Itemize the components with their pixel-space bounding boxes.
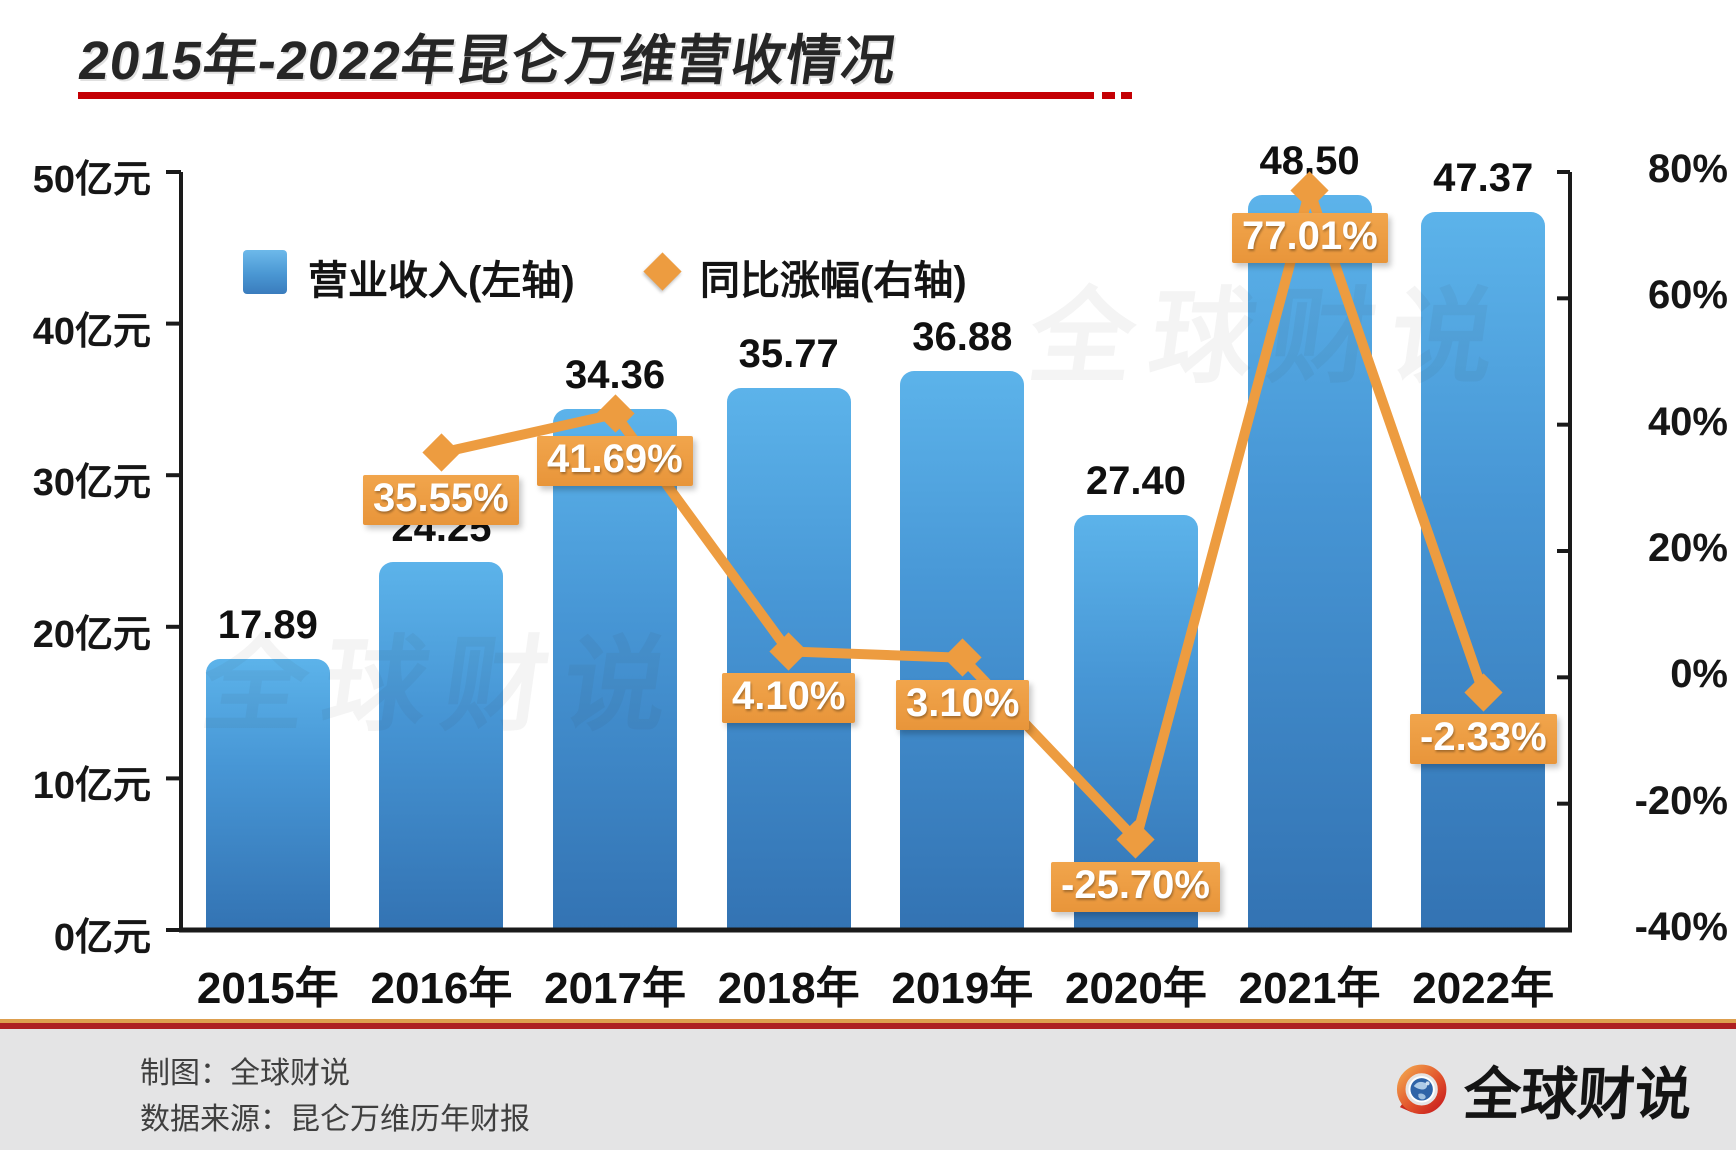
footer-accent-line-orange xyxy=(0,1019,1736,1023)
bar-2017年 xyxy=(553,409,678,930)
growth-badge-2019年: 3.10% xyxy=(896,679,1030,730)
growth-badge-2016年: 35.55% xyxy=(363,474,519,525)
left-axis-tick-label: 40亿元 xyxy=(32,310,151,353)
right-axis-tick-label: 60% xyxy=(1647,273,1728,318)
legend-revenue-square-icon xyxy=(243,250,287,294)
legend-revenue-label: 营业收入(左轴) xyxy=(308,259,575,303)
x-axis-label-2020年: 2020年 xyxy=(1064,964,1207,1013)
bar-2016年 xyxy=(379,562,504,930)
legend-growth-diamond-icon xyxy=(643,252,682,291)
bar-2022年 xyxy=(1421,211,1546,930)
growth-badge-2021年: 77.01% xyxy=(1232,212,1388,263)
left-axis-tick-label: 0亿元 xyxy=(53,917,151,959)
footer-credit: 制图：全球财说 xyxy=(140,1057,350,1090)
brand-logo: 全球财说 xyxy=(1392,1044,1694,1136)
bar-value-label: 34.36 xyxy=(565,353,666,398)
right-axis-tick-label: 80% xyxy=(1647,147,1728,191)
x-axis-label-2022年: 2022年 xyxy=(1412,964,1555,1013)
bar-value-label: 35.77 xyxy=(738,331,839,376)
growth-badge-2018年: 4.10% xyxy=(722,673,856,724)
right-axis-tick-label: 40% xyxy=(1647,399,1728,444)
x-axis-label-2021年: 2021年 xyxy=(1238,964,1381,1013)
bar-2021年 xyxy=(1247,194,1372,930)
bar-value-label: 36.88 xyxy=(912,314,1013,359)
left-axis-tick-label: 20亿元 xyxy=(32,613,151,656)
growth-badge-2022年: -2.33% xyxy=(1410,714,1557,765)
growth-badge-2017年: 41.69% xyxy=(537,435,693,486)
left-axis-tick-label: 30亿元 xyxy=(32,462,151,505)
growth-badge-2020年: -25.70% xyxy=(1051,861,1220,912)
bar-value-label: 27.40 xyxy=(1085,458,1186,503)
footer-band xyxy=(0,1029,1736,1150)
x-axis-label-2018年: 2018年 xyxy=(717,964,860,1013)
left-axis-tick-label: 10亿元 xyxy=(32,765,151,808)
bar-value-label: 47.37 xyxy=(1433,155,1534,200)
title-underline xyxy=(78,92,1094,99)
legend-growth-label: 同比涨幅(右轴) xyxy=(700,259,967,303)
x-axis-label-2017年: 2017年 xyxy=(544,964,686,1013)
footer-source: 数据来源：昆仑万维历年财报 xyxy=(140,1103,530,1136)
right-axis-tick-label: 0% xyxy=(1670,652,1728,697)
x-axis-label-2019年: 2019年 xyxy=(891,964,1034,1013)
x-axis-label-2016年: 2016年 xyxy=(370,964,513,1013)
title-underline-dash-2 xyxy=(1121,92,1132,99)
page-title: 2015年-2022年昆仑万维营收情况 xyxy=(75,31,901,91)
x-axis-label-2015年: 2015年 xyxy=(196,964,339,1013)
left-axis-tick-label: 50亿元 xyxy=(32,159,151,201)
right-axis-tick-label: -20% xyxy=(1634,778,1728,823)
bar-value-label: 17.89 xyxy=(217,602,318,647)
right-axis-tick-label: -40% xyxy=(1634,905,1728,949)
title-underline-dash-1 xyxy=(1102,92,1115,99)
right-axis-tick-label: 20% xyxy=(1647,526,1728,570)
bar-2015年 xyxy=(205,658,330,930)
brand-name: 全球财说 xyxy=(1461,1063,1694,1127)
growth-point-2016年 xyxy=(422,433,461,472)
globe-ring-icon xyxy=(1396,1064,1447,1115)
footer-accent-line-red xyxy=(0,1023,1736,1029)
